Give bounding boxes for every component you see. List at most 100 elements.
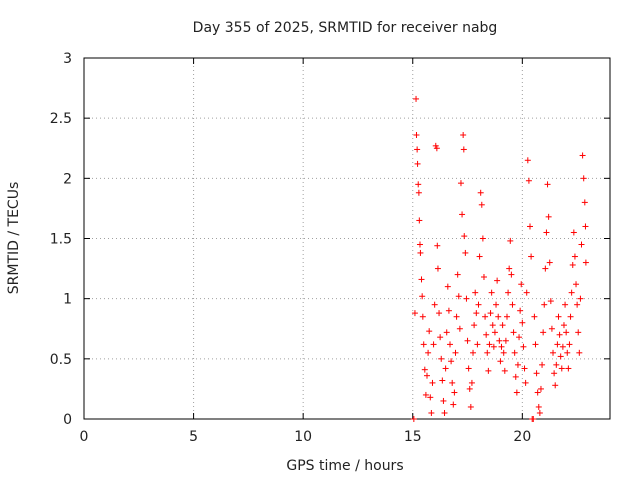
chart-title: Day 355 of 2025, SRMTID for receiver nab…	[193, 20, 498, 36]
data-point	[465, 365, 472, 372]
data-point	[456, 325, 463, 332]
data-point	[520, 343, 527, 350]
data-point	[410, 416, 417, 422]
data-point	[552, 382, 559, 389]
data-point	[437, 334, 444, 341]
data-point	[548, 325, 555, 332]
data-point	[576, 349, 583, 356]
data-point	[513, 389, 520, 396]
data-point	[423, 372, 430, 379]
data-point	[531, 313, 538, 320]
data-point	[503, 313, 510, 320]
data-point	[419, 293, 426, 300]
data-point	[413, 132, 420, 139]
data-point	[541, 301, 548, 308]
data-point	[574, 301, 581, 308]
y-tick-label: 2	[63, 171, 72, 187]
data-point	[507, 237, 514, 244]
data-point	[578, 241, 585, 248]
data-point	[483, 331, 490, 338]
x-tick-label: 10	[294, 429, 312, 445]
data-point	[570, 229, 577, 236]
data-point	[471, 322, 478, 329]
data-point	[550, 349, 557, 356]
data-point	[553, 361, 560, 368]
y-tick-label: 1	[63, 292, 72, 308]
y-axis-label: SRMTID / TECUs	[6, 182, 22, 295]
data-point	[568, 289, 575, 296]
data-point	[426, 328, 433, 335]
data-point	[482, 313, 489, 320]
data-point	[567, 313, 574, 320]
y-tick-label: 0	[63, 412, 72, 428]
data-point	[475, 301, 482, 308]
data-point	[478, 201, 485, 208]
data-point	[579, 152, 586, 159]
data-point	[556, 331, 563, 338]
data-point	[487, 310, 494, 317]
data-point	[453, 313, 460, 320]
data-point	[582, 223, 589, 230]
data-point	[460, 132, 467, 139]
data-point	[577, 295, 584, 302]
data-point	[563, 329, 570, 336]
data-point	[551, 370, 558, 377]
data-point	[419, 313, 426, 320]
data-point	[519, 319, 526, 326]
data-point	[524, 157, 531, 164]
data-point	[447, 341, 454, 348]
data-point	[512, 373, 519, 380]
data-point	[444, 283, 451, 290]
data-point	[554, 341, 561, 348]
data-point	[501, 367, 508, 374]
data-point	[436, 310, 443, 317]
data-point	[559, 343, 566, 350]
data-point	[569, 261, 576, 268]
data-point	[451, 389, 458, 396]
data-point	[544, 181, 551, 188]
data-point	[439, 377, 446, 384]
data-point	[463, 295, 470, 302]
data-point	[486, 341, 493, 348]
data-point	[413, 95, 420, 102]
plot-frame	[83, 57, 611, 420]
data-point	[490, 343, 497, 350]
data-point	[448, 358, 455, 365]
data-point	[540, 329, 547, 336]
data-point	[547, 298, 554, 305]
data-point	[546, 259, 553, 266]
data-point	[427, 394, 434, 401]
data-point	[480, 274, 487, 281]
data-point	[477, 189, 484, 196]
data-point	[518, 281, 525, 288]
data-point	[470, 349, 477, 356]
data-point	[449, 379, 456, 386]
data-point	[496, 337, 503, 344]
data-point	[494, 277, 501, 284]
data-point	[566, 341, 573, 348]
data-point	[472, 289, 479, 296]
data-point	[525, 177, 532, 184]
data-point	[555, 313, 562, 320]
data-point	[445, 307, 452, 314]
data-point	[460, 146, 467, 153]
data-point	[468, 379, 475, 386]
data-point	[536, 409, 543, 416]
data-point	[434, 242, 441, 249]
data-point	[522, 379, 529, 386]
axis-ticks: 0 5 10 15 20 0 0.5 1 1.5 2 2.5 3	[50, 51, 610, 445]
data-point	[411, 310, 418, 317]
data-point	[560, 322, 567, 329]
x-axis-label: GPS time / hours	[286, 458, 403, 474]
data-point	[455, 293, 462, 300]
data-point	[416, 217, 423, 224]
x-tick-label: 15	[404, 429, 422, 445]
data-point	[431, 301, 438, 308]
data-point	[442, 365, 449, 372]
data-point	[527, 223, 534, 230]
data-point	[505, 289, 512, 296]
data-point	[476, 253, 483, 260]
data-point	[450, 401, 457, 408]
data-point	[571, 253, 578, 260]
